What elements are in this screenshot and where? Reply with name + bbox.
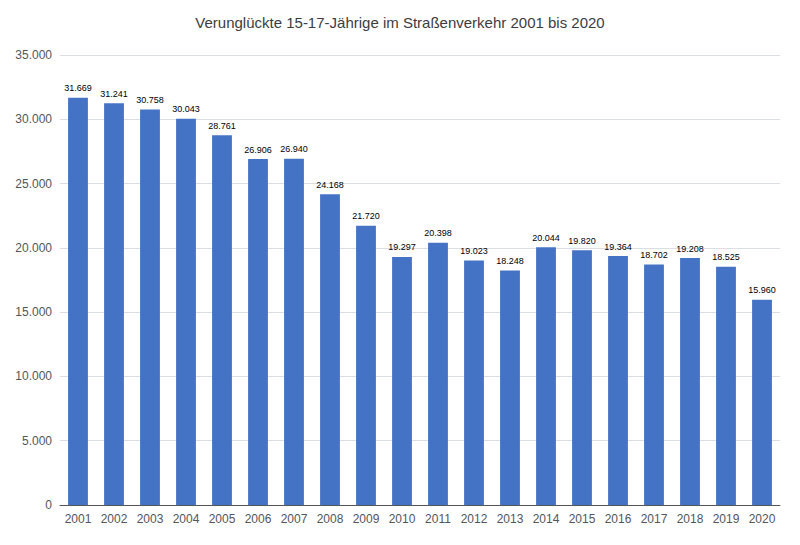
svg-text:21.720: 21.720: [352, 211, 380, 221]
svg-text:25.000: 25.000: [15, 177, 52, 191]
svg-text:2012: 2012: [461, 512, 488, 526]
svg-text:5.000: 5.000: [22, 434, 52, 448]
svg-text:2001: 2001: [65, 512, 92, 526]
svg-text:2011: 2011: [425, 512, 451, 526]
svg-text:2015: 2015: [569, 512, 596, 526]
svg-text:2009: 2009: [353, 512, 380, 526]
svg-text:26.906: 26.906: [244, 145, 272, 155]
svg-text:24.168: 24.168: [316, 180, 344, 190]
svg-text:2020: 2020: [749, 512, 776, 526]
svg-text:19.364: 19.364: [604, 242, 632, 252]
svg-text:2004: 2004: [173, 512, 200, 526]
svg-text:2019: 2019: [713, 512, 740, 526]
svg-text:2018: 2018: [677, 512, 704, 526]
svg-text:2010: 2010: [389, 512, 416, 526]
svg-text:20.398: 20.398: [424, 228, 452, 238]
svg-text:10.000: 10.000: [15, 369, 52, 383]
svg-text:2013: 2013: [497, 512, 524, 526]
svg-text:30.000: 30.000: [15, 112, 52, 126]
svg-text:19.820: 19.820: [568, 236, 596, 246]
svg-text:20.000: 20.000: [15, 241, 52, 255]
svg-text:2017: 2017: [641, 512, 668, 526]
svg-text:31.669: 31.669: [64, 83, 92, 93]
svg-text:19.208: 19.208: [676, 244, 704, 254]
svg-text:28.761: 28.761: [208, 121, 236, 131]
svg-text:18.702: 18.702: [640, 250, 668, 260]
svg-text:2005: 2005: [209, 512, 236, 526]
svg-text:26.940: 26.940: [280, 144, 308, 154]
svg-text:2008: 2008: [317, 512, 344, 526]
svg-text:0: 0: [45, 498, 52, 512]
svg-text:2007: 2007: [281, 512, 308, 526]
svg-text:2016: 2016: [605, 512, 632, 526]
svg-text:2003: 2003: [137, 512, 164, 526]
svg-text:2014: 2014: [533, 512, 560, 526]
svg-text:2006: 2006: [245, 512, 272, 526]
svg-text:31.241: 31.241: [100, 89, 128, 99]
svg-text:30.043: 30.043: [172, 104, 200, 114]
svg-text:19.023: 19.023: [460, 246, 488, 256]
svg-text:15.960: 15.960: [748, 285, 776, 295]
svg-text:18.525: 18.525: [712, 252, 740, 262]
svg-text:Verunglückte 15-17-Jährige im: Verunglückte 15-17-Jährige im Straßenver…: [195, 14, 604, 31]
svg-text:20.044: 20.044: [532, 233, 560, 243]
svg-text:35.000: 35.000: [15, 48, 52, 62]
svg-text:2002: 2002: [101, 512, 128, 526]
svg-text:30.758: 30.758: [136, 95, 164, 105]
svg-text:19.297: 19.297: [388, 242, 416, 252]
svg-text:15.000: 15.000: [15, 305, 52, 319]
svg-text:18.248: 18.248: [496, 256, 524, 266]
